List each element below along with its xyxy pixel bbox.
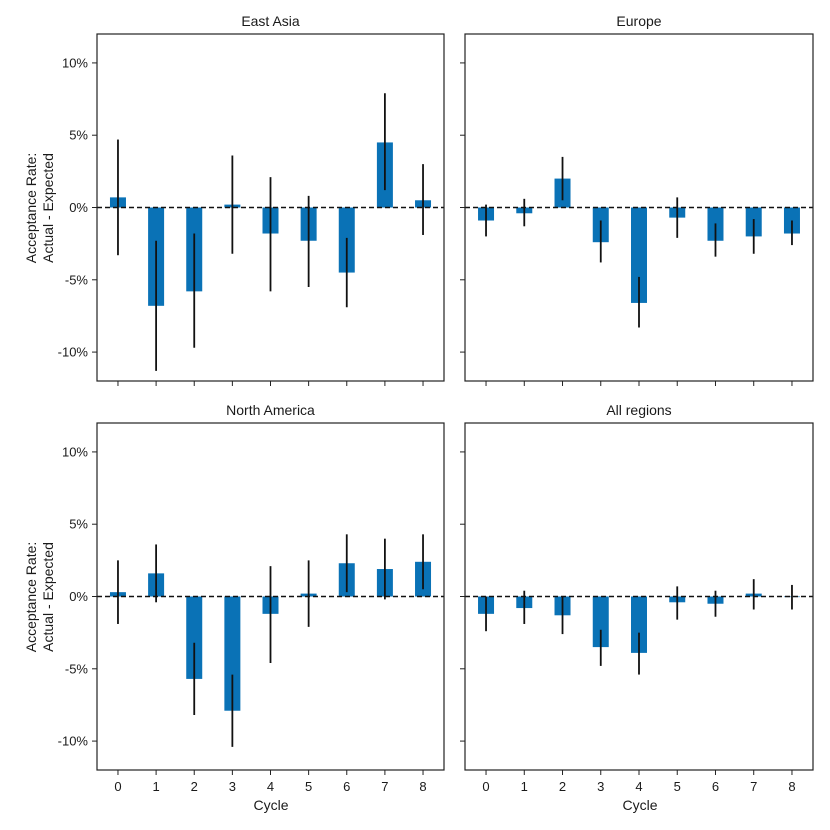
- xtick-label: 0: [114, 779, 121, 794]
- axes-frame: [464, 422, 814, 771]
- ytick-label: 0%: [69, 589, 88, 604]
- bar-all-regions-3: [592, 596, 609, 648]
- panel-title-east-asia: East Asia: [241, 13, 300, 29]
- panel-all-regions: All regions 0 1 2 3 4 5 6 7 8: [460, 402, 814, 794]
- ytick-label: -10%: [58, 734, 89, 749]
- xtick-label: 5: [674, 779, 681, 794]
- xtick-label: 0: [482, 779, 489, 794]
- ytick-label: -10%: [58, 345, 89, 360]
- ylabel-bottom: Acceptance Rate: Actual - Expected: [23, 542, 56, 653]
- panel-europe: Europe: [460, 13, 814, 386]
- axes-frame: [96, 422, 445, 771]
- panel-title-north-america: North America: [226, 402, 315, 418]
- xtick-label: 4: [635, 779, 642, 794]
- ytick-label: 10%: [62, 55, 88, 70]
- xtick-label: 6: [343, 779, 350, 794]
- xtick-label: 4: [267, 779, 274, 794]
- xlabel-right: Cycle: [622, 797, 657, 813]
- xtick-label: 8: [419, 779, 426, 794]
- ytick-label: 0%: [69, 200, 88, 215]
- bar-europe-4: [631, 207, 647, 303]
- bar-north-america-3: [224, 596, 241, 711]
- bar-north-america-2: [186, 596, 203, 679]
- ylabel-top-line2: Actual - Expected: [40, 153, 56, 263]
- ytick-label: 10%: [62, 444, 88, 459]
- ytick-label: -5%: [65, 272, 89, 287]
- ytick-label: 5%: [69, 128, 88, 143]
- panel-north-america: North America -10% -5% 0% 5% 10% 0 1 2 3 4 5 6 7 8: [58, 402, 445, 794]
- axes-frame: [96, 33, 445, 382]
- ylabel-bottom-line2: Actual - Expected: [40, 542, 56, 652]
- xtick-label: 1: [521, 779, 528, 794]
- ylabel-bottom-line1: Acceptance Rate:: [23, 542, 39, 653]
- ylabel-top-line1: Acceptance Rate:: [23, 153, 39, 264]
- axes-frame: [464, 33, 814, 382]
- ylabel-top: Acceptance Rate: Actual - Expected: [23, 153, 56, 264]
- xtick-label: 2: [191, 779, 198, 794]
- xtick-label: 3: [229, 779, 236, 794]
- panel-title-all-regions: All regions: [606, 402, 671, 418]
- panel-east-asia: East Asia -10% -5% 0% 5% 10%: [58, 13, 445, 386]
- xtick-label: 5: [305, 779, 312, 794]
- xtick-label: 8: [788, 779, 795, 794]
- xtick-label: 6: [712, 779, 719, 794]
- panel-title-europe: Europe: [616, 13, 661, 29]
- xtick-label: 1: [152, 779, 159, 794]
- xtick-label: 3: [597, 779, 604, 794]
- bar-all-regions-4: [631, 596, 647, 653]
- xtick-label: 2: [559, 779, 566, 794]
- xlabel-left: Cycle: [253, 797, 288, 813]
- xtick-label: 7: [750, 779, 757, 794]
- xtick-label: 7: [381, 779, 388, 794]
- ytick-label: -5%: [65, 661, 89, 676]
- ytick-label: 5%: [69, 517, 88, 532]
